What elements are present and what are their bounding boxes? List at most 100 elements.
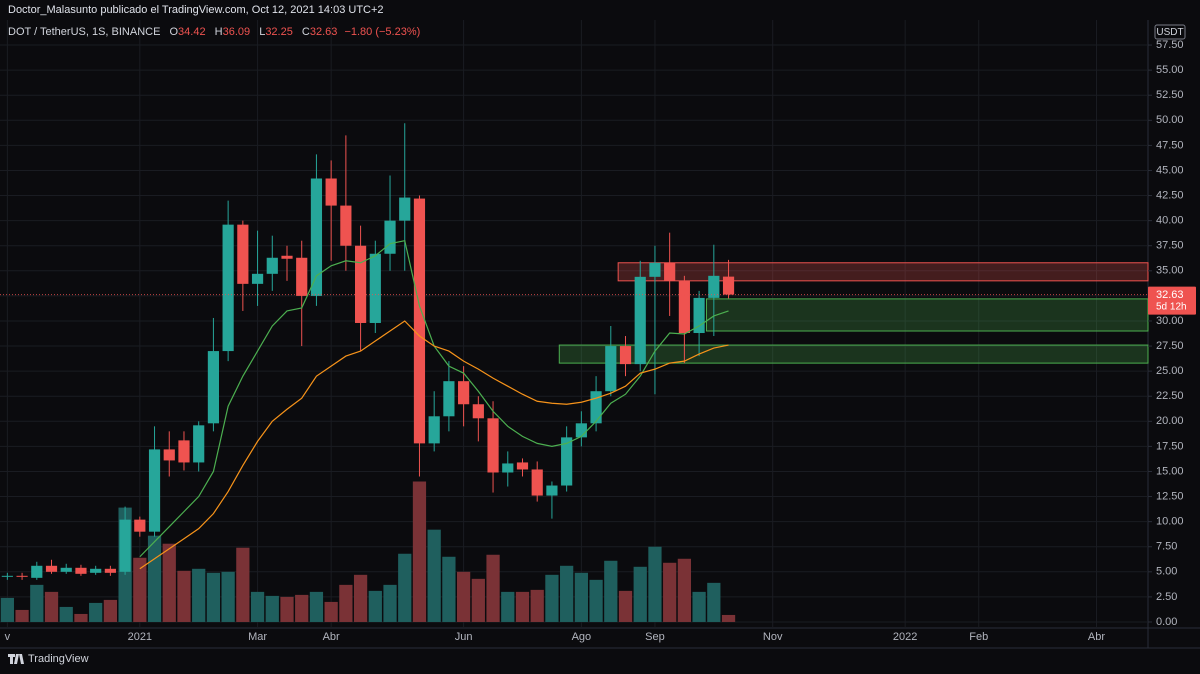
candle-body xyxy=(428,416,440,444)
last-price-box xyxy=(1148,286,1196,315)
candle-body xyxy=(472,404,484,419)
currency: USDT xyxy=(1156,27,1183,38)
candle-body xyxy=(296,257,308,296)
x-tick-label: v xyxy=(5,631,11,643)
volume-bar xyxy=(162,543,176,622)
x-tick-label: 2021 xyxy=(128,631,152,643)
candle-body xyxy=(619,346,632,365)
y-tick-label: 17.50 xyxy=(1156,440,1184,452)
x-tick-label: Abr xyxy=(1088,631,1105,643)
y-tick-label: 15.00 xyxy=(1156,465,1184,477)
zone xyxy=(617,262,1149,282)
last-price-label: 32.63 xyxy=(1156,289,1184,301)
candle-body xyxy=(193,425,205,463)
footer-brand: TradingView xyxy=(8,653,89,665)
volume-bar xyxy=(0,597,14,622)
volume-bar xyxy=(177,570,191,622)
candle-body xyxy=(546,485,558,496)
candle-body xyxy=(443,381,455,417)
volume-bar xyxy=(589,579,603,622)
change: −1.80 (−5.23%) xyxy=(344,26,421,38)
y-tick-label: 57.50 xyxy=(1156,39,1184,51)
volume-bar xyxy=(324,601,338,622)
volume-bar xyxy=(147,535,162,622)
x-tick-label: 2022 xyxy=(893,631,917,643)
low-letter: L xyxy=(259,26,266,38)
volume-bar xyxy=(30,584,44,622)
y-tick-label: 47.50 xyxy=(1156,139,1184,151)
candle-body xyxy=(281,255,293,259)
volume-bar xyxy=(236,547,250,622)
y-tick-label: 10.00 xyxy=(1156,516,1184,528)
y-tick-label: 0.00 xyxy=(1156,616,1177,628)
volume-bar xyxy=(618,590,633,622)
candle-body xyxy=(251,273,264,284)
volume-bar xyxy=(574,572,588,622)
candle-body xyxy=(664,262,676,281)
volume-bar xyxy=(604,560,618,622)
volume-bar xyxy=(265,595,279,622)
candle-body xyxy=(634,276,646,365)
y-tick-label: 27.50 xyxy=(1156,340,1184,352)
x-tick-label: Mar xyxy=(248,631,267,643)
volume-bar xyxy=(89,602,103,622)
candle-body xyxy=(237,224,249,284)
candle-body xyxy=(693,297,705,334)
volume-bar xyxy=(707,582,721,622)
moving-average xyxy=(139,320,729,570)
volume-bar xyxy=(677,558,692,622)
candle-body xyxy=(90,568,102,573)
x-tick-label: Sep xyxy=(645,631,665,643)
symbol-legend: DOT / TetherUS, 1S, BINANCE O34.42 H36.0… xyxy=(8,26,420,38)
open-value: 34.42 xyxy=(178,26,206,38)
volume-bar xyxy=(295,594,309,622)
candle-body xyxy=(163,449,175,461)
high-value: 36.09 xyxy=(222,26,251,38)
y-tick-label: 40.00 xyxy=(1156,215,1184,227)
symbol: DOT / TetherUS, 1S, BINANCE xyxy=(8,26,161,38)
volume-bar xyxy=(398,553,412,622)
volume-bar xyxy=(648,546,662,622)
y-tick-label: 37.50 xyxy=(1156,240,1184,252)
y-tick-label: 50.00 xyxy=(1156,114,1184,126)
candle-body xyxy=(16,575,28,577)
candle-body xyxy=(399,197,411,221)
volume-bar xyxy=(427,529,441,622)
volume-bar xyxy=(560,565,574,622)
zone xyxy=(705,298,1149,332)
candle-body xyxy=(487,418,499,473)
candle-body xyxy=(75,567,87,574)
y-tick-label: 2.50 xyxy=(1156,591,1177,603)
publish-header: Doctor_Malasunto publicado el TradingVie… xyxy=(8,4,384,16)
open-letter: O xyxy=(169,26,179,38)
close-letter: C xyxy=(301,26,310,38)
candle-body xyxy=(134,519,146,532)
candle-body xyxy=(1,575,13,577)
volume-bar xyxy=(206,572,221,622)
candle-body xyxy=(384,220,396,254)
volume-bar xyxy=(471,578,485,622)
y-tick-label: 42.50 xyxy=(1156,189,1184,201)
candle-body xyxy=(325,178,337,206)
candle-body xyxy=(722,276,735,295)
candle-body xyxy=(340,205,352,246)
currency-box xyxy=(1154,24,1186,40)
zone xyxy=(558,344,1149,364)
low-value: 32.25 xyxy=(265,26,293,38)
brand-logo xyxy=(8,654,24,664)
candle-body xyxy=(649,262,661,277)
volume-bar xyxy=(530,589,544,622)
y-tick-label: 12.50 xyxy=(1156,490,1184,502)
volume-bar xyxy=(412,481,427,622)
candle-body xyxy=(207,351,220,424)
volume-bar xyxy=(250,591,265,622)
candle-body xyxy=(458,381,470,405)
x-tick-label: Jun xyxy=(455,631,473,643)
candle-body xyxy=(119,519,131,572)
y-tick-label: 7.50 xyxy=(1156,541,1177,553)
volume-bar xyxy=(501,591,515,622)
candle-body xyxy=(605,346,617,392)
volume-bar xyxy=(442,556,456,622)
volume-bar xyxy=(74,613,88,622)
candle-body xyxy=(502,463,514,473)
